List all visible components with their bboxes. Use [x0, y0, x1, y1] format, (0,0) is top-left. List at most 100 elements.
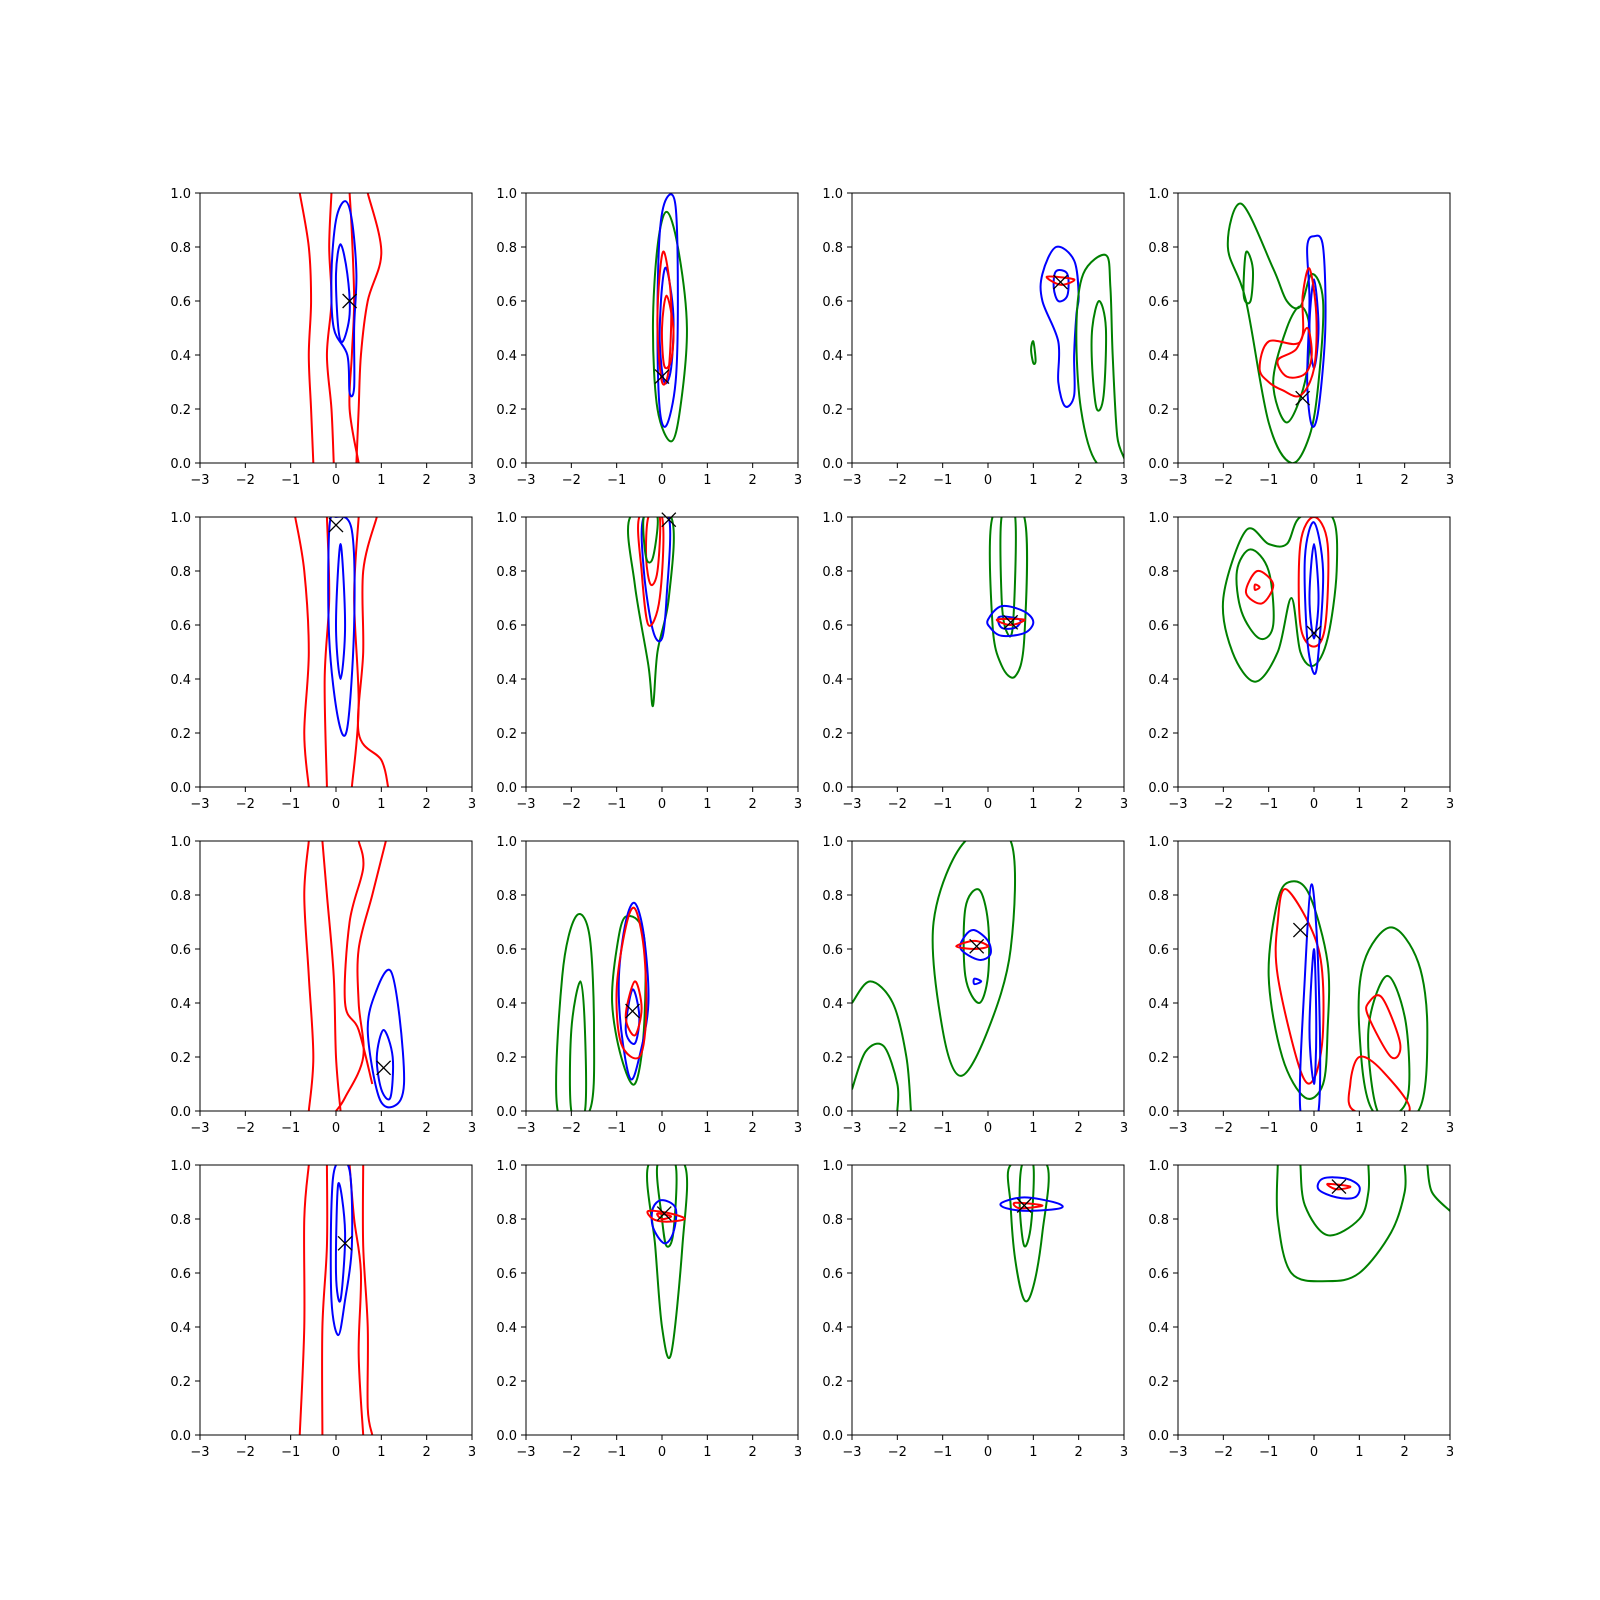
blue-contour-line: [1316, 1176, 1361, 1200]
x-tick-label: 2: [1075, 473, 1083, 488]
green-contour-line: [1299, 1165, 1371, 1237]
x-tick-label: −3: [1168, 473, 1187, 488]
blue-contour-line: [656, 193, 679, 428]
y-tick-label: 0.6: [170, 295, 191, 310]
y-tick-label: 0.0: [822, 781, 843, 796]
blue-contour-line: [327, 517, 356, 737]
x-tick-label: 0: [332, 1121, 340, 1136]
y-tick-label: 0.4: [496, 1321, 517, 1336]
blue-contour-line: [1303, 521, 1325, 676]
y-tick-label: 1.0: [1148, 511, 1169, 526]
x-tick-label: −1: [607, 797, 626, 812]
y-tick-label: 0.4: [1148, 997, 1169, 1012]
x-marker: [376, 1060, 392, 1076]
x-tick-label: −2: [888, 473, 907, 488]
blue-contour-line: [1308, 543, 1320, 640]
contour-lines: [852, 841, 1017, 1111]
x-tick-label: −1: [1259, 473, 1278, 488]
subplot-2-1: −3 −2 −1 0 1 2 3 0.0 0.2 0.4 0.6 0.8 1.0: [170, 511, 476, 812]
x-marker: [661, 512, 677, 528]
y-tick-label: 0.8: [822, 565, 843, 580]
y-tick-label: 0.2: [496, 403, 517, 418]
contour-lines: [1226, 202, 1327, 463]
x-tick-label: 3: [794, 1121, 802, 1136]
y-tick-label: 0.8: [822, 241, 843, 256]
contour-lines: [294, 517, 390, 787]
blue-contour-line: [335, 543, 347, 680]
x-tick-label: −2: [888, 797, 907, 812]
y-tick-label: 0.6: [822, 943, 843, 958]
x-marker: [342, 293, 358, 309]
contour-lines: [646, 1165, 689, 1360]
x-tick-label: 0: [1310, 1121, 1318, 1136]
contour-lines: [651, 193, 688, 443]
blue-contour-line: [658, 266, 675, 385]
x-tick-label: 1: [703, 1121, 711, 1136]
x-tick-label: −1: [1259, 1445, 1278, 1460]
y-tick-label: 0.0: [170, 1105, 191, 1120]
y-tick-label: 0.0: [1148, 781, 1169, 796]
y-tick-label: 1.0: [1148, 835, 1169, 850]
x-tick-label: −1: [1259, 1121, 1278, 1136]
green-contour-line: [1426, 1165, 1450, 1212]
green-contour-line: [1367, 975, 1411, 1111]
y-tick-label: 0.0: [496, 1429, 517, 1444]
x-tick-label: 3: [794, 1445, 802, 1460]
y-tick-label: 1.0: [170, 511, 191, 526]
y-tick-label: 0.2: [496, 1375, 517, 1390]
green-contour-line: [1090, 300, 1108, 412]
y-tick-label: 1.0: [1148, 187, 1169, 202]
x-marker: [1003, 614, 1019, 630]
contour-lines: [986, 517, 1035, 679]
x-tick-label: −2: [562, 1445, 581, 1460]
subplot-2-2: −3 −2 −1 0 1 2 3 0.0 0.2 0.4 0.6 0.8 1.0: [496, 511, 802, 812]
y-tick-label: 0.4: [170, 1321, 191, 1336]
x-tick-label: 2: [1401, 473, 1409, 488]
x-marker: [969, 938, 985, 954]
x-tick-label: −1: [933, 473, 952, 488]
x-marker: [337, 1235, 353, 1251]
x-tick-label: −1: [933, 1445, 952, 1460]
blue-contour-line: [1308, 948, 1318, 1085]
x-tick-label: 0: [658, 473, 666, 488]
x-tick-label: 1: [703, 797, 711, 812]
y-tick-label: 1.0: [170, 187, 191, 202]
y-tick-label: 0.6: [1148, 1267, 1169, 1282]
y-tick-label: 0.0: [496, 781, 517, 796]
green-contour-line: [1075, 253, 1124, 463]
x-tick-label: 0: [332, 473, 340, 488]
x-tick-label: −2: [1214, 797, 1233, 812]
subplot-1-2: −3 −2 −1 0 1 2 3 0.0 0.2 0.4 0.6 0.8 1.0: [496, 187, 802, 488]
y-tick-label: 0.4: [1148, 349, 1169, 364]
blue-contour-line: [959, 928, 992, 961]
blue-contour-line: [1306, 234, 1327, 428]
x-tick-label: −2: [562, 473, 581, 488]
x-tick-label: 2: [1075, 1121, 1083, 1136]
x-tick-label: −3: [516, 797, 535, 812]
x-tick-label: 3: [1120, 1445, 1128, 1460]
y-tick-label: 1.0: [496, 187, 517, 202]
y-tick-label: 1.0: [170, 835, 191, 850]
green-contour-line: [962, 888, 991, 1004]
y-tick-label: 0.6: [822, 1267, 843, 1282]
y-tick-label: 0.6: [496, 1267, 517, 1282]
axes-frame: [525, 1164, 799, 1436]
green-contour-line: [1235, 548, 1275, 641]
x-tick-label: 2: [749, 1121, 757, 1136]
x-tick-label: 2: [1075, 1445, 1083, 1460]
y-tick-label: 1.0: [822, 835, 843, 850]
x-tick-label: 2: [423, 1445, 431, 1460]
x-tick-label: 2: [1075, 797, 1083, 812]
red-contour-line: [995, 617, 1026, 626]
x-tick-label: 1: [377, 1445, 385, 1460]
x-tick-label: 1: [703, 1445, 711, 1460]
x-tick-label: −2: [236, 1445, 255, 1460]
red-contour-line: [1365, 994, 1402, 1060]
x-tick-label: 1: [1355, 1121, 1363, 1136]
x-marker: [1295, 390, 1311, 406]
x-tick-label: 1: [1029, 797, 1037, 812]
x-tick-label: −3: [516, 473, 535, 488]
y-tick-label: 0.0: [1148, 457, 1169, 472]
x-tick-label: 0: [984, 797, 992, 812]
y-tick-label: 0.6: [170, 943, 191, 958]
